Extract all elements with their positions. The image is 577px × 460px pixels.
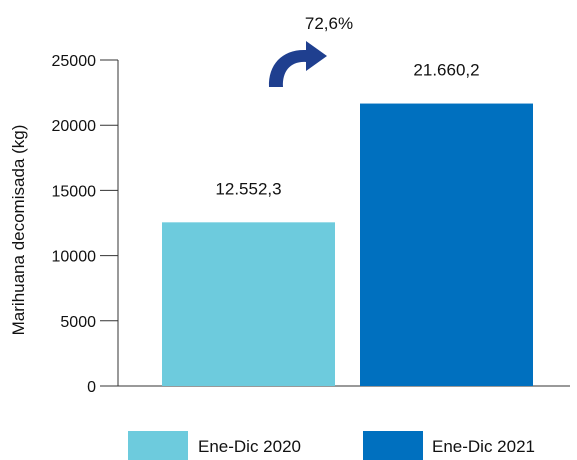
y-tick-label: 25000 (52, 53, 97, 70)
growth-percentage: 72,6% (305, 14, 353, 33)
y-axis-title: Marihuana decomisada (kg) (9, 125, 28, 336)
y-tick-label: 5000 (60, 314, 96, 331)
y-tick-label: 0 (87, 379, 96, 396)
legend-swatch-2 (363, 431, 423, 460)
bars (162, 103, 533, 386)
bar-value-label: 21.660,2 (413, 61, 479, 80)
bar-2 (360, 103, 533, 386)
curved-arrow-icon (268, 41, 327, 87)
growth-annotation: 72,6% (268, 14, 353, 87)
y-tick-label: 15000 (52, 183, 97, 200)
y-ticks: 0 5000 10000 15000 20000 25000 (52, 53, 118, 396)
bar-1 (162, 222, 335, 386)
bar-value-labels: 12.552,3 21.660,2 (215, 61, 479, 199)
legend-label-1: Ene-Dic 2020 (198, 437, 301, 456)
legend: Ene-Dic 2020 Ene-Dic 2021 (128, 431, 535, 460)
legend-swatch-1 (128, 431, 188, 460)
y-tick-label: 20000 (52, 118, 97, 135)
bar-value-label: 12.552,3 (215, 179, 281, 198)
y-tick-label: 10000 (52, 249, 97, 266)
legend-label-2: Ene-Dic 2021 (432, 437, 535, 456)
y-axis: 0 5000 10000 15000 20000 25000 (52, 53, 119, 396)
